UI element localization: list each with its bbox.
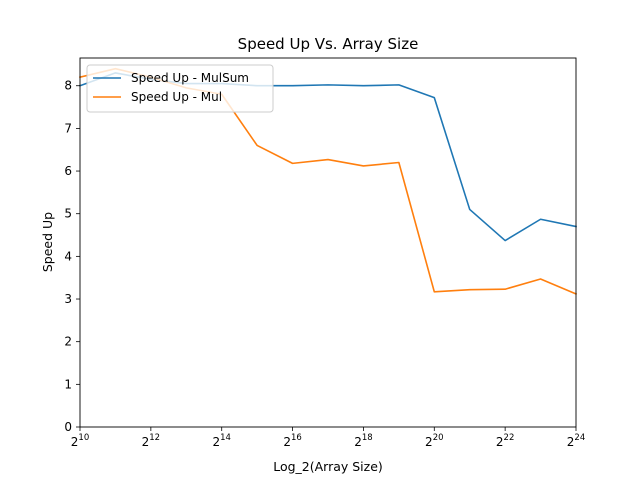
y-tick-label: 8	[64, 79, 72, 93]
y-tick-label: 3	[64, 292, 72, 306]
legend: Speed Up - MulSum Speed Up - Mul	[86, 64, 274, 113]
legend-box	[86, 64, 274, 113]
x-axis-title: Log_2(Array Size)	[273, 459, 383, 474]
y-tick-label: 1	[64, 377, 72, 391]
y-axis: 0 1 2 3 4 5 6 7 8	[64, 79, 80, 434]
x-axis: 210 212 214 216 218 220 222 224	[71, 427, 585, 449]
x-tick-label: 222	[496, 433, 514, 449]
legend-label-2: Speed Up - Mul	[131, 90, 222, 104]
y-tick-label: 5	[64, 207, 72, 221]
x-tick-label: 218	[354, 433, 372, 449]
plot-frame	[79, 57, 577, 428]
y-tick-label: 0	[64, 420, 72, 434]
x-tick-label: 210	[71, 433, 89, 449]
x-tick-label: 220	[425, 433, 443, 449]
x-tick-label: 224	[567, 433, 585, 449]
y-tick-label: 6	[64, 164, 72, 178]
y-tick-label: 7	[64, 121, 72, 135]
legend-label-1: Speed Up - MulSum	[131, 71, 249, 85]
chart-title: Speed Up Vs. Array Size	[238, 35, 419, 53]
y-tick-label: 4	[64, 249, 72, 263]
x-tick-label: 216	[283, 433, 301, 449]
y-axis-title: Speed Up	[40, 212, 55, 272]
x-tick-label: 212	[142, 433, 160, 449]
x-tick-label: 214	[212, 433, 230, 449]
y-tick-label: 2	[64, 335, 72, 349]
